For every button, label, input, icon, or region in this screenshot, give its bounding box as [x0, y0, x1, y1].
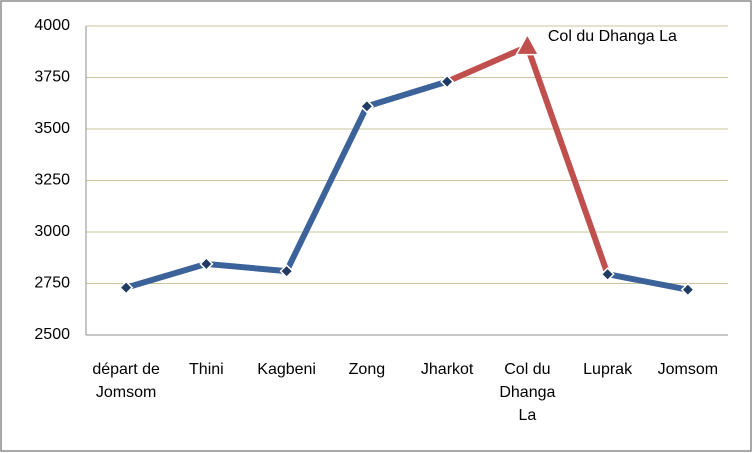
line-segment [283, 103, 370, 275]
line-segment [604, 271, 691, 293]
point-marker [279, 264, 294, 279]
line-segment [524, 43, 611, 278]
x-tick-label: départ de Jomsom [92, 361, 160, 401]
annotation: Col du Dhanga La [547, 28, 677, 45]
y-tick-label: 3000 [34, 223, 70, 240]
x-tick-label: Jomsom [657, 361, 719, 378]
x-tick-label: Zong [348, 361, 386, 378]
point-marker [199, 256, 214, 271]
y-tick-label: 3250 [34, 172, 70, 189]
point-marker [440, 74, 455, 89]
point-marker [119, 280, 134, 295]
x-tick-label: Col du Dhanga La [499, 361, 556, 424]
point-marker [600, 267, 615, 282]
point-marker [359, 99, 374, 114]
y-tick-label: 2750 [34, 275, 70, 292]
line-segment [123, 260, 210, 291]
x-tick-label: Kagbeni [257, 361, 316, 378]
line-segment [363, 78, 451, 110]
y-tick-label: 3750 [34, 69, 70, 86]
point-marker [680, 282, 695, 297]
x-tick-label: Jharkot [420, 361, 474, 378]
highlight-marker [515, 33, 540, 56]
x-tick-label: Luprak [583, 361, 633, 378]
x-tick-label: Thini [189, 361, 224, 378]
line-segment [444, 43, 531, 85]
line-segment [203, 260, 290, 275]
y-tick-label: 4000 [34, 17, 70, 34]
y-tick-label: 3500 [34, 120, 70, 137]
y-tick-label: 2500 [34, 326, 70, 343]
